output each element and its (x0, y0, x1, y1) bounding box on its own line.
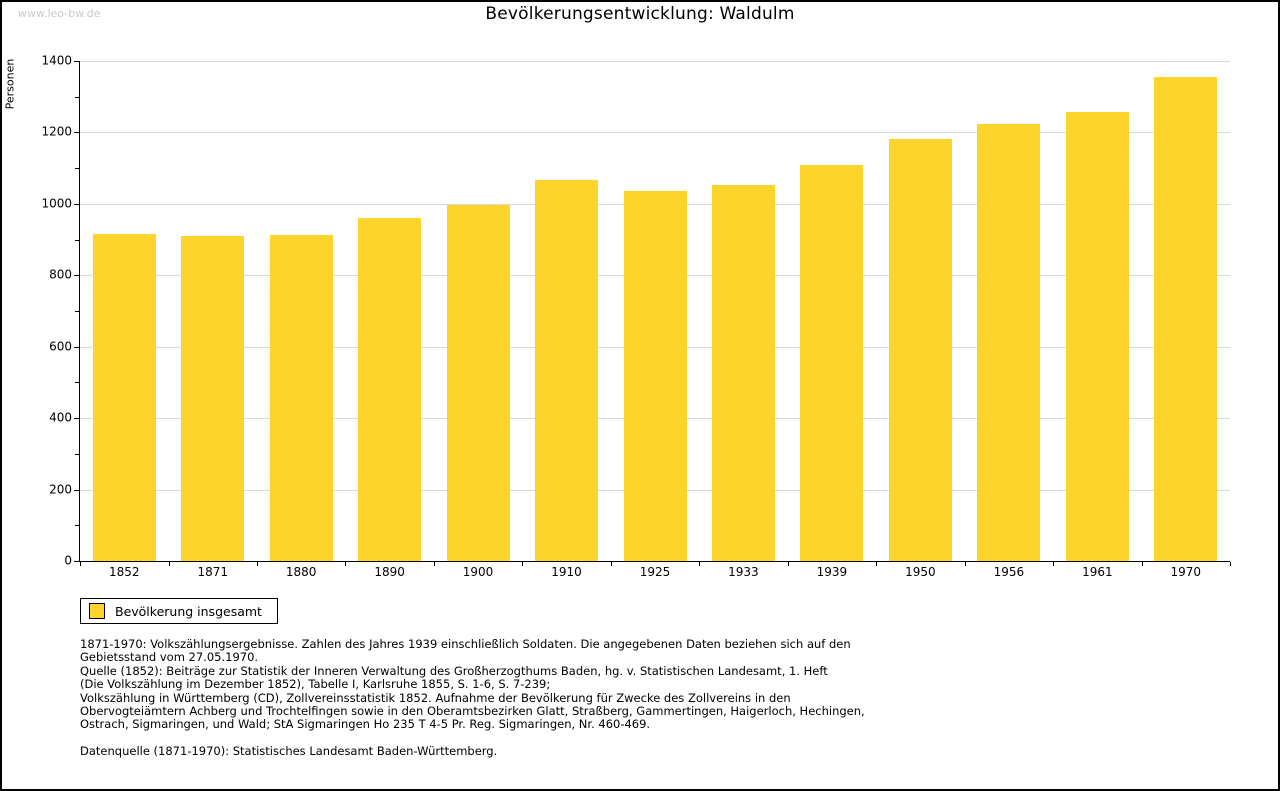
y-axis-tick (74, 203, 79, 205)
y-axis-tick (74, 561, 79, 562)
x-axis-tick (1230, 562, 1231, 566)
y-axis-tick (74, 489, 79, 491)
x-axis-tick (787, 562, 789, 566)
bar-1956 (977, 124, 1041, 561)
chart-title: Bevölkerungsentwicklung: Waldulm (485, 4, 795, 24)
footnote-line: (Die Volkszählung im Dezember 1852), Tab… (80, 677, 551, 692)
bar-1900 (446, 204, 510, 561)
y-axis-tick-label: 400 (49, 410, 72, 425)
y-axis-tick (75, 382, 79, 384)
y-axis-tick (75, 168, 79, 170)
x-axis-tick (1053, 562, 1055, 566)
legend-label: Bevölkerung insgesamt (115, 603, 262, 619)
x-axis-tick (699, 562, 701, 566)
bar-1933 (712, 185, 775, 561)
y-axis-tick-label: 1200 (41, 124, 72, 139)
y-axis-tick (74, 275, 79, 277)
footnote-line: Ostrach, Sigmaringen, und Wald; StA Sigm… (80, 717, 651, 732)
x-axis-label-1970: 1970 (1170, 565, 1202, 579)
footnote-line: Volkszählung in Württemberg (CD), Zollve… (80, 690, 791, 705)
legend: Bevölkerung insgesamt (80, 598, 278, 624)
y-axis-tick (75, 311, 79, 312)
x-axis-label-1890: 1890 (374, 565, 405, 579)
y-axis-tick (75, 453, 79, 455)
footnote-line: Datenquelle (1871-1970): Statistisches L… (80, 744, 498, 759)
y-axis-tick (74, 418, 79, 420)
footnote-line: Quelle (1852): Beiträge zur Statistik de… (80, 663, 828, 678)
y-axis-tick-label: 0 (64, 553, 72, 568)
bar-1939 (800, 165, 864, 561)
bar-1950 (888, 139, 952, 561)
x-axis-label-1900: 1900 (462, 565, 494, 579)
x-axis-label-1880: 1880 (285, 565, 317, 579)
y-axis-tick-label: 1400 (41, 53, 72, 68)
y-axis-tick (74, 61, 79, 62)
footnotes: 1871-1970: Volkszählungsergebnisse. Zahl… (80, 637, 865, 759)
y-axis-title: Personen (3, 58, 17, 110)
y-axis-tick-label: 200 (49, 481, 72, 496)
bar-1961 (1065, 112, 1129, 561)
x-axis-label-1852: 1852 (108, 565, 140, 579)
x-axis-label-1910: 1910 (551, 565, 582, 579)
y-axis-tick (74, 346, 79, 348)
x-axis-label-1925: 1925 (639, 565, 671, 579)
bar-1970 (1154, 77, 1218, 561)
gridline-1400 (80, 61, 1230, 62)
y-axis-tick (75, 525, 79, 527)
bar-1925 (623, 191, 687, 561)
y-axis-tick (74, 132, 79, 134)
bar-1852 (92, 234, 156, 561)
x-axis-tick (433, 562, 435, 566)
x-axis-tick (1141, 562, 1143, 566)
x-axis-tick (345, 562, 347, 566)
y-axis-tick-label: 1000 (41, 196, 72, 211)
footnote-line (80, 732, 865, 745)
x-axis-label-1961: 1961 (1082, 565, 1113, 579)
legend-swatch (89, 603, 105, 619)
x-axis-label-1933: 1933 (728, 565, 759, 579)
x-axis-tick (256, 562, 258, 566)
x-axis-label-1939: 1939 (816, 565, 848, 579)
bar-1880 (269, 235, 333, 561)
x-axis-tick (522, 562, 524, 566)
watermark: www.leo-bw.de (18, 7, 101, 20)
x-axis-tick (964, 562, 966, 566)
x-axis-label-1950: 1950 (905, 565, 936, 579)
gridline-1200 (80, 132, 1230, 134)
x-axis-tick (80, 562, 81, 566)
plot-area: 0 200 400 600 800 1000 1200 1400 1852 1871 1880 189… (41, 53, 1231, 579)
x-axis-tick (168, 562, 170, 566)
y-axis-tick (75, 239, 79, 241)
bar-1890 (358, 218, 422, 561)
x-axis-label-1956: 1956 (993, 565, 1025, 579)
y-axis-tick-label: 600 (49, 338, 72, 353)
x-axis-tick (876, 562, 878, 566)
footnote-line: 1871-1970: Volkszählungsergebnisse. Zahl… (80, 637, 851, 651)
footnote-line: Obervogteiämtern Achberg und Trochtelfin… (80, 704, 865, 719)
footnote-line: Gebietsstand vom 27.05.1970. (80, 650, 259, 665)
y-axis-tick-label: 800 (49, 267, 72, 282)
bar-1871 (181, 236, 245, 561)
x-axis-label-1871: 1871 (197, 565, 229, 579)
x-axis-tick (610, 562, 612, 566)
y-axis-tick (75, 96, 79, 98)
bar-1910 (535, 179, 598, 561)
